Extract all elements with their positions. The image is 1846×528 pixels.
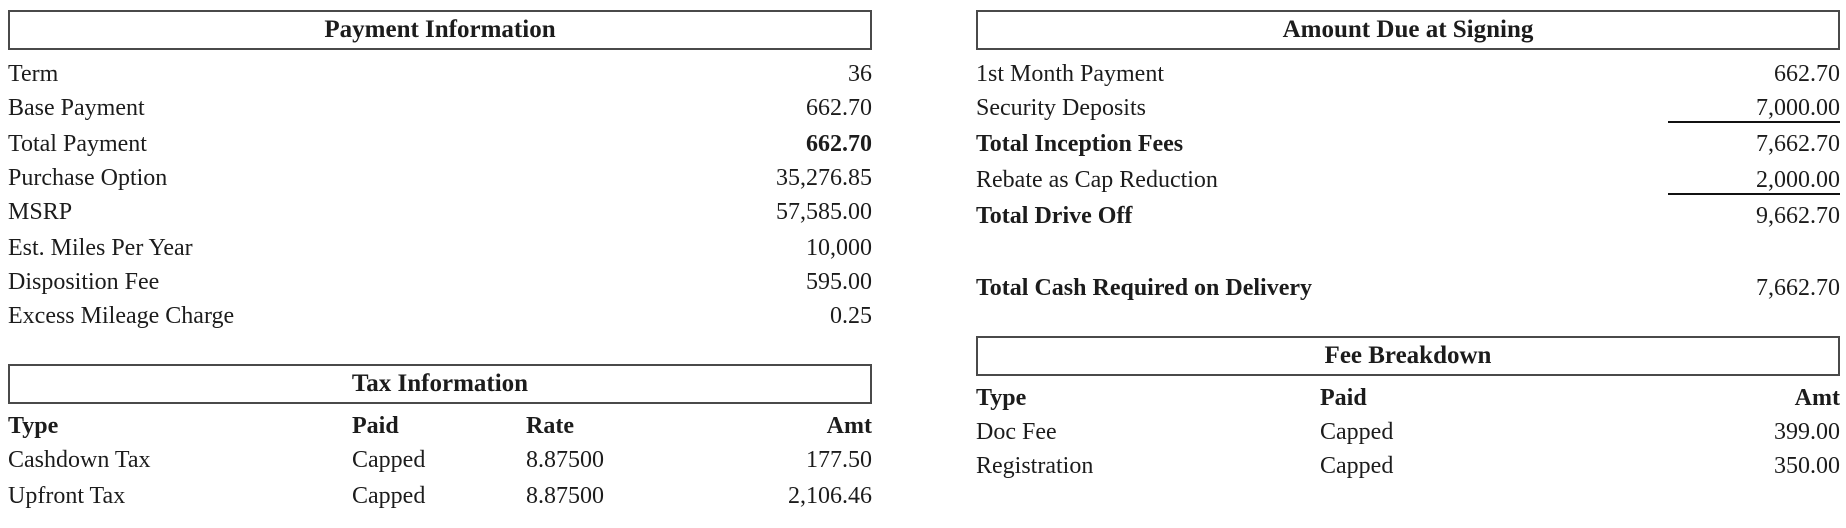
amount-due-header: Amount Due at Signing — [976, 10, 1840, 50]
subtotal-underline — [1668, 193, 1840, 195]
tax-col-header-paid: Paid — [352, 413, 399, 439]
payment-row-value: 57,585.00 — [776, 199, 872, 225]
due-row-label: Security Deposits — [976, 95, 1146, 121]
tax-row-rate: 8.87500 — [526, 447, 604, 473]
payment-row-label: Term — [8, 61, 59, 87]
tax-row-paid: Capped — [352, 483, 426, 509]
fee-row-paid: Capped — [1320, 453, 1394, 479]
payment-row-label: Excess Mileage Charge — [8, 303, 235, 329]
due-row-value: 7,662.70 — [1756, 131, 1840, 157]
fee-row-amt: 399.00 — [1774, 419, 1840, 445]
fee-col-header-type: Type — [976, 385, 1027, 411]
tax-col-header-rate: Rate — [526, 413, 574, 439]
payment-info-title: Payment Information — [324, 16, 556, 43]
due-row-label: Rebate as Cap Reduction — [976, 167, 1218, 193]
tax-row-amt: 2,106.46 — [788, 483, 872, 509]
tax-row-paid: Capped — [352, 447, 426, 473]
due-row-label: Total Drive Off — [976, 203, 1133, 229]
total-cash-label: Total Cash Required on Delivery — [976, 275, 1313, 301]
fee-row-paid: Capped — [1320, 419, 1394, 445]
tax-row-amt: 177.50 — [806, 447, 872, 473]
payment-row-label: Total Payment — [8, 131, 147, 157]
due-row-label: Total Inception Fees — [976, 131, 1184, 157]
fee-row-type: Doc Fee — [976, 419, 1057, 445]
amount-due-title: Amount Due at Signing — [1282, 16, 1534, 43]
payment-row-value: 595.00 — [806, 269, 872, 295]
due-row-value: 662.70 — [1774, 61, 1840, 87]
fee-row-type: Registration — [976, 453, 1094, 479]
payment-row-value: 35,276.85 — [776, 165, 872, 191]
due-row-value: 7,000.00 — [1756, 95, 1840, 121]
fee-breakdown-title: Fee Breakdown — [1324, 342, 1492, 369]
tax-col-header-type: Type — [8, 413, 59, 439]
payment-row-value: 0.25 — [830, 303, 872, 329]
payment-row-label: Base Payment — [8, 95, 145, 121]
tax-info-title: Tax Information — [351, 370, 529, 397]
payment-row-value: 662.70 — [806, 95, 872, 121]
payment-row-value: 36 — [848, 61, 872, 87]
payment-row-label: Disposition Fee — [8, 269, 160, 295]
payment-row-label: Est. Miles Per Year — [8, 235, 193, 261]
fee-col-header-paid: Paid — [1320, 385, 1367, 411]
payment-row-label: Purchase Option — [8, 165, 168, 191]
tax-col-header-amt: Amt — [826, 413, 872, 439]
fee-col-header-amt: Amt — [1794, 385, 1840, 411]
subtotal-underline — [1668, 121, 1840, 123]
payment-row-value: 10,000 — [806, 235, 872, 261]
tax-row-type: Upfront Tax — [8, 483, 126, 509]
due-row-value: 2,000.00 — [1756, 167, 1840, 193]
tax-row-type: Cashdown Tax — [8, 447, 151, 473]
payment-row-label: MSRP — [8, 199, 73, 225]
fee-breakdown-header: Fee Breakdown — [976, 336, 1840, 376]
fee-row-amt: 350.00 — [1774, 453, 1840, 479]
due-row-value: 9,662.70 — [1756, 203, 1840, 229]
due-row-label: 1st Month Payment — [976, 61, 1165, 87]
total-cash-value: 7,662.70 — [1756, 275, 1840, 301]
tax-info-header: Tax Information — [8, 364, 872, 404]
payment-info-header: Payment Information — [8, 10, 872, 50]
payment-row-value: 662.70 — [806, 131, 872, 157]
tax-row-rate: 8.87500 — [526, 483, 604, 509]
